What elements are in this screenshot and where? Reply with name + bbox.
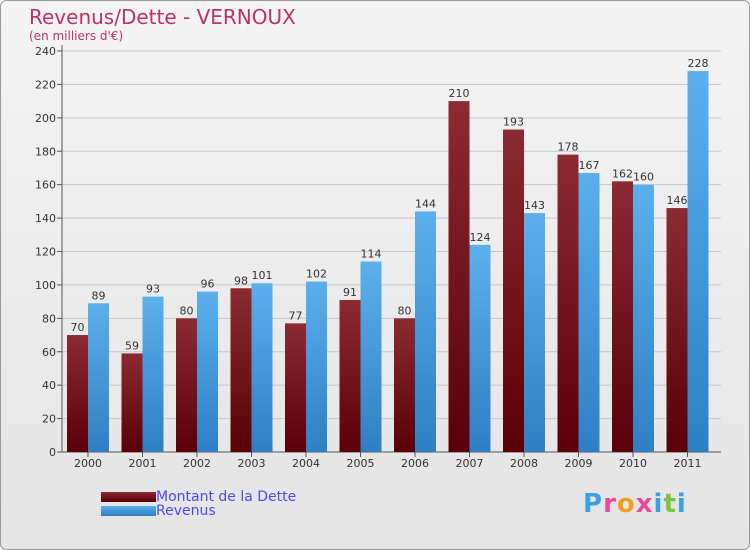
data-label: 98 [234,274,248,287]
bar-revenus [197,291,218,452]
chart-subtitle: (en milliers d'€) [29,29,124,43]
x-tick-label: 2010 [619,457,647,470]
data-label: 193 [503,116,524,129]
data-label: 143 [524,199,545,212]
bar-revenus [88,303,109,452]
bar-revenus [633,184,654,452]
bar-debt [121,353,143,452]
x-tick-label: 2008 [510,457,538,470]
legend-label-debt: Montant de la Dette [156,489,297,505]
data-label: 144 [415,197,436,210]
x-tick-label: 2002 [183,457,211,470]
data-label: 167 [579,159,600,172]
bar-revenus [415,211,436,452]
x-tick-label: 2005 [347,457,375,470]
bar-debt [557,154,579,452]
x-tick-label: 2009 [565,457,593,470]
bar-revenus [524,213,545,452]
logo-letter: i [653,489,664,519]
bar-revenus [687,71,709,453]
y-tick-label: 120 [35,246,56,259]
bar-revenus [360,261,382,452]
data-label: 114 [361,248,382,261]
x-tick-label: 2007 [456,457,484,470]
logo-letter: P [583,489,604,519]
logo-letter: o [616,489,636,519]
y-tick-label: 240 [35,45,56,58]
chart-title: Revenus/Dette - VERNOUX [29,5,296,29]
logo-letter: i [676,489,687,519]
legend-item-debt: Montant de la Dette [101,489,296,505]
x-tick-label: 2001 [129,457,157,470]
data-label: 101 [252,269,273,282]
data-label: 178 [558,141,579,154]
y-tick-label: 60 [42,346,56,359]
x-tick-label: 2006 [401,457,429,470]
logo-letter: r [603,489,617,519]
bar-debt [176,318,197,452]
data-label: 80 [398,304,412,317]
proxiti-logo: Proxiti [583,489,687,519]
bar-debt [285,323,306,452]
x-tick-label: 2011 [674,457,702,470]
data-label: 146 [667,194,688,207]
bar-revenus [469,244,491,452]
data-label: 89 [92,289,106,302]
data-label: 59 [125,339,139,352]
bar-debt [230,288,252,452]
legend-label-revenus: Revenus [156,503,216,519]
logo-letter: x [635,489,654,519]
data-label: 124 [470,231,491,244]
bar-debt [666,208,688,452]
data-label: 96 [201,278,215,291]
data-label: 210 [449,87,470,100]
x-tick-label: 2000 [74,457,102,470]
data-label: 160 [633,171,654,184]
data-label: 162 [612,167,633,180]
bar-chart: 0 20 40 60 80 100 120 140 160 180 200 220 240 2000 200… [35,45,721,470]
bar-revenus [142,296,164,452]
y-tick-label: 180 [35,145,56,158]
legend-swatch-debt [101,492,156,502]
y-tick-label: 100 [35,279,56,292]
y-tick-label: 40 [42,379,56,392]
data-label: 93 [146,283,160,296]
bar-debt [394,318,415,452]
bar-debt [448,101,470,452]
y-tick-label: 20 [42,413,56,426]
legend-item-revenus: Revenus [101,503,216,519]
y-tick-label: 0 [49,446,56,459]
legend-swatch-revenus [101,506,156,516]
data-label: 102 [306,268,327,281]
data-label: 70 [71,321,85,334]
data-label: 77 [289,309,303,322]
data-label: 228 [688,57,709,70]
bar-debt [339,299,361,452]
data-label: 91 [343,286,357,299]
y-tick-label: 80 [42,312,56,325]
y-tick-label: 160 [35,179,56,192]
y-tick-label: 220 [35,78,56,91]
bar-revenus [251,283,273,452]
bar-revenus [578,172,600,453]
y-tick-label: 200 [35,112,56,125]
data-label: 80 [180,304,194,317]
bar-debt [503,129,524,452]
logo-letter: t [663,489,677,519]
y-tick-label: 140 [35,212,56,225]
x-tick-label: 2003 [238,457,266,470]
x-tick-label: 2004 [292,457,320,470]
bar-debt [612,181,633,452]
bar-revenus [306,281,327,452]
bar-debt [67,335,88,452]
